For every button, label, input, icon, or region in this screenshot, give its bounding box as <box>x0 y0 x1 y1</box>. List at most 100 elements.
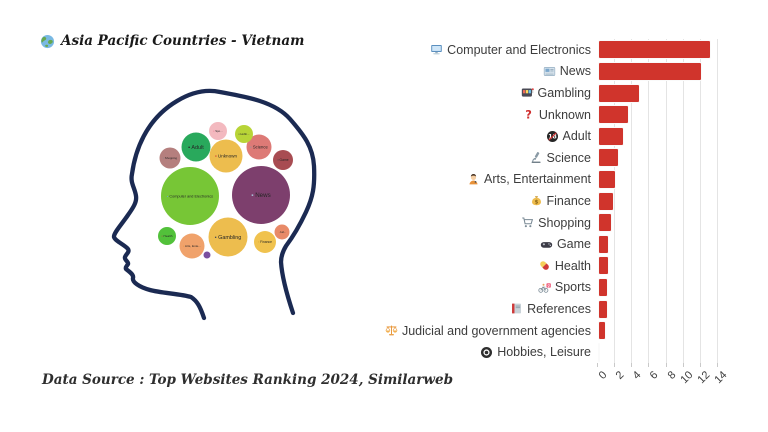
gridline-x-10 <box>682 39 684 363</box>
svg-text:$: $ <box>534 200 538 206</box>
bar-health <box>597 256 609 276</box>
bar-label-text: Unknown <box>538 107 591 122</box>
bar-label-text: Hobbies, Leisure <box>497 345 591 360</box>
x-tick-label-10: 10 <box>678 369 696 387</box>
bar-references <box>597 299 608 319</box>
hobbies-icon <box>480 346 493 359</box>
game-icon: ▪ <box>277 158 279 162</box>
judicial-icon: ▪ <box>278 231 280 234</box>
bubble-label-sports: ▪ Spo... <box>213 129 222 133</box>
data-source-note: Data Source : Top Websites Ranking 2024,… <box>42 372 454 388</box>
references-icon <box>510 302 523 315</box>
bar-label-text: Judicial and government agencies <box>401 323 591 338</box>
finance-icon: $ <box>530 194 543 207</box>
bubble-science <box>246 134 272 160</box>
bar-label-finance: $ Finance <box>530 190 591 212</box>
gambling-icon <box>521 86 534 99</box>
bubble-adult <box>181 132 211 162</box>
bubble-label-unknown: ▪ Unknown <box>215 154 238 159</box>
bar-finance <box>597 191 614 211</box>
bubble-computer-and-electronics <box>161 167 219 225</box>
bubble-hobbies-leisure <box>235 125 253 143</box>
tick-mark-x-10 <box>682 363 684 367</box>
bar-gambling <box>597 83 641 103</box>
tick-mark-x-14 <box>716 363 718 367</box>
gridline-x-8 <box>665 39 667 363</box>
bar-label-shopping: Shopping <box>521 212 591 234</box>
gridline-x-6 <box>648 39 650 363</box>
bar-unknown <box>597 105 630 125</box>
svg-text:♀: ♀ <box>547 283 550 288</box>
bubble-label-finance: ▪ Finance <box>258 240 272 244</box>
x-tick-label-8: 8 <box>665 369 679 382</box>
bubble-finance <box>254 231 276 253</box>
tick-mark-x-0 <box>597 363 598 367</box>
x-tick-label-4: 4 <box>630 369 644 382</box>
bubble-label-computer-and-electronics: ▪ Computer and Electronics <box>167 194 213 198</box>
bubble-gambling <box>208 217 248 257</box>
x-tick-label-2: 2 <box>613 369 627 382</box>
shopping-icon: ▪ <box>163 156 165 160</box>
bar-adult <box>597 126 625 146</box>
gambling-icon: ▪ <box>215 235 218 241</box>
health-icon <box>538 259 551 272</box>
bar-label-text: Arts, Entertainment <box>484 172 591 187</box>
sports-icon: ♀ <box>538 281 551 294</box>
bubble-references <box>203 251 211 259</box>
unknown-icon: ? <box>522 108 535 122</box>
globe-icon <box>40 34 55 49</box>
bar-label-text: Adult <box>562 129 592 144</box>
bar-label-text: Shopping <box>538 215 591 230</box>
bar-label-text: Computer and Electronics <box>447 42 591 57</box>
bar-judicial-and-government-agencies <box>597 321 607 341</box>
bar-label-adult: 18Adult <box>546 125 592 147</box>
gridline-x-12 <box>699 39 701 363</box>
bar-label-news: News <box>543 61 591 83</box>
gridline-x-4 <box>631 39 633 363</box>
science-icon: ▪ <box>250 144 253 149</box>
sports-icon: ▪ <box>213 129 215 133</box>
bar-label-game: Game <box>540 233 591 255</box>
bar-label-text: News <box>559 64 591 79</box>
judicial-icon <box>385 324 398 337</box>
tick-mark-x-2 <box>614 363 616 367</box>
bar-label-gambling: Gambling <box>521 82 592 104</box>
head-outline <box>111 88 317 321</box>
computer-icon: ▪ <box>167 194 169 198</box>
bar-label-unknown: ? Unknown <box>522 104 591 126</box>
bubble-label-shopping: ▪ Shopping <box>163 156 177 160</box>
hobbies-icon: ▪ <box>239 132 241 136</box>
bar-label-science: Science <box>530 147 591 169</box>
adult-icon: ▪ <box>188 145 191 151</box>
bar-sports <box>597 277 608 297</box>
bubble-shopping <box>159 147 181 169</box>
bar-label-text: Gambling <box>537 85 592 100</box>
bubble-unknown <box>209 139 243 173</box>
bar-label-sports: ♀ Sports <box>538 277 591 299</box>
bar-label-text: Finance <box>546 193 591 208</box>
bar-game <box>597 234 610 254</box>
bubble-arts-entertainment <box>179 233 205 259</box>
unknown-icon: ▪ <box>215 154 218 159</box>
x-tick-label-12: 12 <box>695 369 713 387</box>
bar-label-arts-entertainment: Arts, Entertainment <box>467 169 591 191</box>
bubble-group: ▪ Computer and Electronics ▪ News ▪ Gambli… <box>158 122 293 259</box>
bar-label-text: Sports <box>554 280 591 295</box>
adult-icon: 18 <box>546 130 559 143</box>
bar-shopping <box>597 213 612 233</box>
finance-icon: ▪ <box>258 240 260 244</box>
page-title: Asia Pacific Countries - Vietnam <box>40 33 304 49</box>
bubble-label-judicial-and-government-agencies: ▪ Jud... <box>278 230 286 234</box>
svg-text:?: ? <box>525 108 532 121</box>
bubble-news <box>232 166 290 224</box>
bar-label-references: References <box>510 298 591 320</box>
arts-icon <box>467 173 480 186</box>
computer-icon <box>430 43 443 56</box>
gridline-x-2 <box>614 39 616 363</box>
arts-icon: ▪ <box>183 244 185 248</box>
bar-label-health: Health <box>538 255 591 277</box>
bubble-label-news: ▪ News <box>251 192 270 199</box>
x-tick-label-0: 0 <box>596 369 610 382</box>
tick-mark-x-4 <box>631 363 633 367</box>
bubble-sports <box>209 122 227 140</box>
